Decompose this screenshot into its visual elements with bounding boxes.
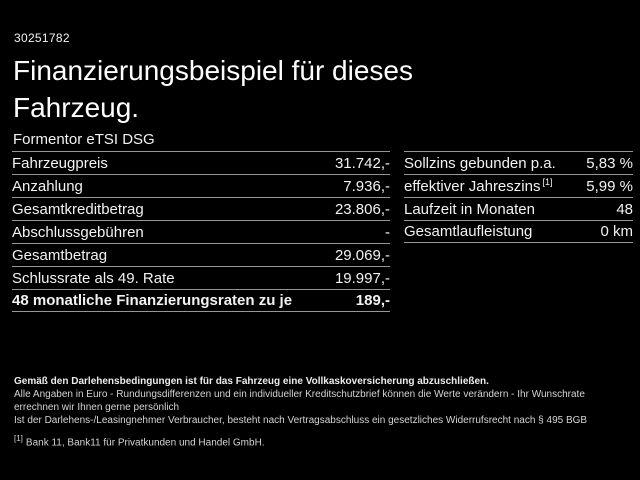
finance-row-fahrzeugpreis: Fahrzeugpreis 31.742,- bbox=[12, 151, 390, 174]
row-value: 31.742,- bbox=[334, 154, 390, 172]
row-label: Schlussrate als 49. Rate bbox=[12, 269, 175, 287]
finance-row-gesamtbetrag: Gesamtbetrag 29.069,- bbox=[12, 243, 390, 266]
footer-footnote: [1] Bank 11, Bank11 für Privatkunden und … bbox=[14, 432, 630, 449]
row-label: effektiver Jahreszins [1] bbox=[404, 176, 553, 195]
conditions-row-sollzins: Sollzins gebunden p.a. 5,83 % bbox=[404, 151, 633, 174]
finance-row-abschlussgebuehren: Abschlussgebühren - bbox=[12, 220, 390, 243]
vehicle-model: Formentor eTSI DSG bbox=[13, 131, 155, 148]
footer-disclaimer-line1: Alle Angaben in Euro - Rundungsdifferenz… bbox=[14, 389, 585, 413]
finance-row-monatsrate: 48 monatliche Finanzierungsraten zu je 1… bbox=[12, 289, 390, 312]
row-label: Abschlussgebühren bbox=[12, 223, 144, 241]
row-label: Sollzins gebunden p.a. bbox=[404, 154, 556, 172]
finance-table: Fahrzeugpreis 31.742,- Anzahlung 7.936,-… bbox=[12, 151, 390, 312]
legal-footer: Gemäß den Darlehensbedingungen ist für d… bbox=[14, 375, 630, 449]
row-label: 48 monatliche Finanzierungsraten zu je bbox=[12, 292, 293, 309]
row-label: Gesamtlaufleistung bbox=[404, 223, 533, 240]
row-value: 0 km bbox=[600, 223, 633, 240]
footnote-reference: [1] bbox=[542, 176, 553, 187]
footnote-text: Bank 11, Bank11 für Privatkunden und Han… bbox=[25, 437, 265, 449]
row-label: Anzahlung bbox=[12, 177, 83, 195]
footer-disclaimer-line2: Ist der Darlehens-/Leasingnehmer Verbrau… bbox=[14, 415, 588, 426]
row-value: 23.806,- bbox=[334, 200, 390, 218]
row-label: Laufzeit in Monaten bbox=[404, 200, 535, 218]
row-value: 5,83 % bbox=[586, 154, 633, 172]
row-value: 29.069,- bbox=[334, 246, 390, 264]
conditions-row-gesamtlaufleistung: Gesamtlaufleistung 0 km bbox=[404, 220, 633, 243]
row-label: Fahrzeugpreis bbox=[12, 154, 108, 172]
row-label: Gesamtkreditbetrag bbox=[12, 200, 144, 218]
row-value: 5,99 % bbox=[586, 177, 633, 195]
row-label: Gesamtbetrag bbox=[12, 246, 108, 264]
conditions-row-jahreszins: effektiver Jahreszins [1] 5,99 % bbox=[404, 174, 633, 197]
row-value: 189,- bbox=[355, 292, 390, 309]
page-title-line1: Finanzierungsbeispiel für dieses bbox=[13, 55, 413, 86]
conditions-row-laufzeit: Laufzeit in Monaten 48 bbox=[404, 197, 633, 220]
row-value: 48 bbox=[616, 200, 633, 218]
row-value: 19.997,- bbox=[334, 269, 390, 287]
row-value: 7.936,- bbox=[343, 177, 390, 195]
footer-insurance-note: Gemäß den Darlehensbedingungen ist für d… bbox=[14, 376, 489, 387]
vehicle-id: 30251782 bbox=[14, 31, 70, 45]
footnote-marker: [1] bbox=[14, 434, 23, 443]
row-label-text: effektiver Jahreszins bbox=[404, 177, 541, 195]
conditions-table: Sollzins gebunden p.a. 5,83 % effektiver… bbox=[404, 151, 633, 243]
page-title: Finanzierungsbeispiel für dieses Fahrzeu… bbox=[13, 52, 413, 126]
page-title-line2: Fahrzeug. bbox=[13, 92, 140, 123]
finance-row-gesamtkreditbetrag: Gesamtkreditbetrag 23.806,- bbox=[12, 197, 390, 220]
finance-row-schlussrate: Schlussrate als 49. Rate 19.997,- bbox=[12, 266, 390, 289]
finance-row-anzahlung: Anzahlung 7.936,- bbox=[12, 174, 390, 197]
row-value: - bbox=[385, 223, 390, 241]
